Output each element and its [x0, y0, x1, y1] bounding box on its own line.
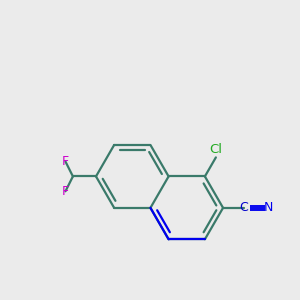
- Text: C: C: [239, 201, 248, 214]
- Text: N: N: [264, 201, 274, 214]
- Text: F: F: [62, 185, 69, 198]
- Text: Cl: Cl: [209, 143, 222, 156]
- Text: F: F: [62, 155, 69, 168]
